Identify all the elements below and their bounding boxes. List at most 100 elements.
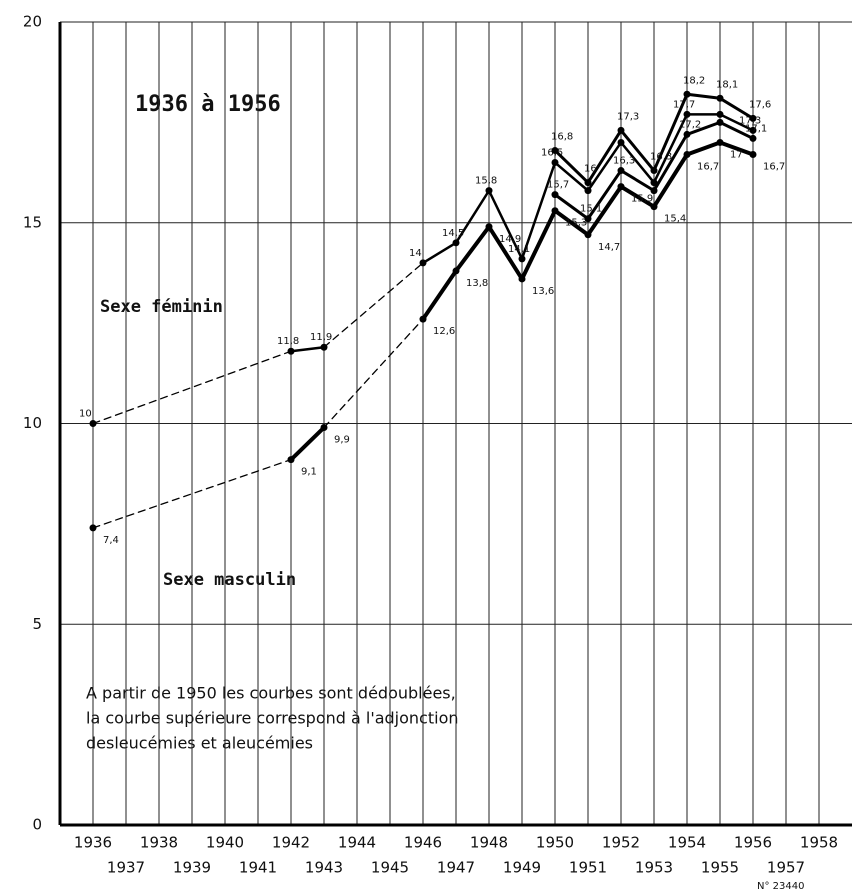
line-segment bbox=[718, 120, 755, 140]
reference: N° 23440 bbox=[757, 881, 804, 892]
point bbox=[89, 420, 97, 427]
x-tick-label: 1944 bbox=[338, 834, 376, 852]
data-label: 7,4 bbox=[103, 535, 119, 546]
data-label: 15,7 bbox=[547, 180, 569, 191]
data-label: 14,9 bbox=[499, 234, 521, 245]
line-segment bbox=[718, 140, 755, 157]
line-segment bbox=[619, 128, 656, 173]
data-label: 15,4 bbox=[664, 214, 686, 225]
data-label: 17,7 bbox=[673, 99, 695, 110]
point bbox=[419, 259, 427, 267]
line-segment bbox=[586, 169, 623, 221]
point bbox=[518, 255, 526, 263]
x-tick-label: 1957 bbox=[767, 859, 805, 877]
point bbox=[683, 130, 691, 138]
data-label: 14,7 bbox=[598, 242, 620, 253]
point bbox=[650, 179, 658, 187]
point bbox=[617, 126, 625, 134]
data-label: 17,2 bbox=[679, 119, 701, 130]
data-label: 15,9 bbox=[631, 194, 653, 205]
point bbox=[485, 187, 493, 195]
data-label: 15,1 bbox=[580, 204, 602, 215]
data-label: 11,9 bbox=[310, 332, 332, 343]
point bbox=[551, 191, 559, 199]
note: A partir de 1950 les courbes sont dédoub… bbox=[86, 684, 456, 703]
line-segment bbox=[553, 148, 590, 185]
point bbox=[584, 215, 592, 223]
x-tick-label: 1938 bbox=[140, 834, 178, 852]
data-label: 14,1 bbox=[508, 244, 530, 255]
point bbox=[683, 90, 691, 98]
data-label: 18,2 bbox=[683, 75, 705, 86]
data-label: 16,5 bbox=[541, 148, 563, 159]
line-segment bbox=[421, 268, 458, 322]
line-segment bbox=[685, 92, 722, 100]
point bbox=[749, 126, 757, 134]
line-segment bbox=[652, 113, 689, 184]
point bbox=[551, 159, 559, 167]
line-segment bbox=[586, 141, 623, 192]
line-segment bbox=[92, 350, 292, 425]
x-tick-label: 1941 bbox=[239, 859, 277, 877]
data-label: 17,6 bbox=[749, 99, 771, 110]
point bbox=[320, 424, 328, 432]
line-segment bbox=[553, 161, 590, 192]
point bbox=[551, 207, 559, 215]
line-segment bbox=[520, 208, 557, 281]
line-segment bbox=[454, 224, 491, 273]
x-tick-label: 1939 bbox=[173, 859, 211, 877]
data-label: 16,8 bbox=[551, 131, 573, 142]
y-tick-label: 0 bbox=[32, 816, 42, 834]
x-tick-label: 1950 bbox=[536, 834, 574, 852]
data-label: 11,8 bbox=[277, 336, 299, 347]
point bbox=[650, 187, 658, 195]
note: la courbe supérieure correspond à l'adjo… bbox=[86, 709, 459, 728]
y-tick-label: 15 bbox=[23, 213, 42, 231]
line-segment bbox=[652, 92, 689, 173]
data-label: 16,7 bbox=[697, 161, 719, 172]
point bbox=[320, 343, 328, 351]
x-tick-label: 1951 bbox=[569, 859, 607, 877]
point bbox=[452, 239, 460, 247]
x-tick-label: 1936 bbox=[74, 834, 112, 852]
x-tick-label: 1954 bbox=[668, 834, 706, 852]
data-label: 16 bbox=[584, 164, 597, 175]
data-label: 15,8 bbox=[475, 176, 497, 187]
data-label: 12,6 bbox=[433, 326, 455, 337]
x-tick-label: 1940 bbox=[206, 834, 244, 852]
data-label: 13,6 bbox=[532, 286, 554, 297]
point bbox=[617, 138, 625, 146]
data-label: 18,1 bbox=[716, 79, 738, 90]
x-tick-label: 1945 bbox=[371, 859, 409, 877]
x-tick-label: 1958 bbox=[800, 834, 838, 852]
point bbox=[551, 146, 559, 154]
point bbox=[617, 183, 625, 191]
point bbox=[584, 179, 592, 187]
point bbox=[716, 118, 724, 126]
line-segment bbox=[487, 224, 524, 281]
line-segment bbox=[619, 184, 656, 209]
point bbox=[518, 275, 526, 283]
data-label: 17 bbox=[730, 149, 743, 160]
x-tick-label: 1948 bbox=[470, 834, 508, 852]
x-tick-label: 1955 bbox=[701, 859, 739, 877]
point bbox=[419, 315, 427, 323]
point bbox=[452, 267, 460, 275]
line-segment bbox=[586, 128, 623, 185]
data-label: 16,7 bbox=[763, 161, 785, 172]
data-label: 9,9 bbox=[334, 435, 350, 446]
point bbox=[683, 110, 691, 118]
x-tick-label: 1943 bbox=[305, 859, 343, 877]
data-label: 15,3 bbox=[565, 218, 587, 229]
line-segment bbox=[718, 96, 755, 120]
line-segment bbox=[553, 208, 590, 237]
x-tick-label: 1937 bbox=[107, 859, 145, 877]
line-segment bbox=[421, 241, 458, 265]
line-segment bbox=[454, 189, 491, 245]
y-tick-label: 10 bbox=[23, 414, 42, 432]
y-tick-label: 20 bbox=[23, 13, 42, 31]
point bbox=[584, 187, 592, 195]
line-segment bbox=[685, 140, 722, 157]
point bbox=[584, 231, 592, 239]
note: desleucémies et aleucémies bbox=[86, 734, 313, 753]
